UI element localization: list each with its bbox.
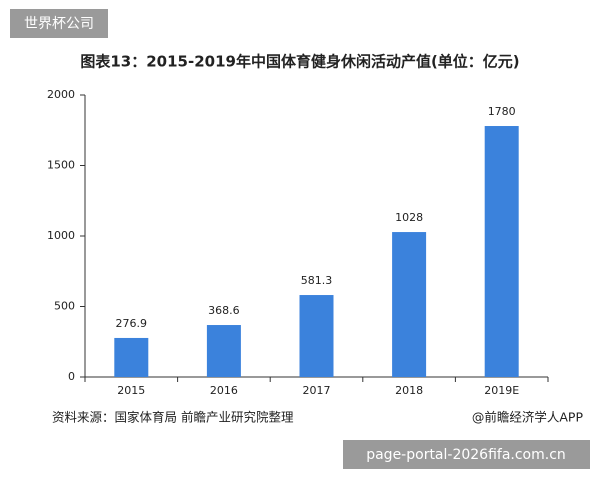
value-label: 1028 xyxy=(395,211,423,224)
url-background xyxy=(343,440,590,469)
x-tick-label: 2015 xyxy=(117,384,145,397)
value-label: 276.9 xyxy=(116,317,148,330)
bar xyxy=(206,325,241,377)
y-tick-label: 0 xyxy=(68,370,75,383)
y-tick-label: 1500 xyxy=(47,159,75,172)
value-label: 1780 xyxy=(488,105,516,118)
x-tick-label: 2016 xyxy=(210,384,238,397)
bar xyxy=(299,295,334,377)
credit: @前瞻经济学人APP xyxy=(472,410,584,425)
value-label: 581.3 xyxy=(301,274,333,287)
bar xyxy=(114,337,149,377)
badge-background xyxy=(10,9,108,38)
bar xyxy=(392,232,427,377)
x-tick-label: 2019E xyxy=(484,384,519,397)
bar xyxy=(484,126,519,378)
chart-title: 图表13：2015-2019年中国体育健身休闲活动产值(单位：亿元) xyxy=(80,53,519,71)
source-note: 资料来源：国家体育局 前瞻产业研究院整理 xyxy=(52,410,294,425)
y-tick-label: 1000 xyxy=(47,229,75,242)
x-tick-label: 2017 xyxy=(303,384,331,397)
y-tick-label: 500 xyxy=(54,300,75,313)
value-label: 368.6 xyxy=(208,304,240,317)
x-tick-label: 2018 xyxy=(395,384,423,397)
footer-url: page-portal-2026fifa.com.cn xyxy=(366,447,566,463)
y-tick-label: 2000 xyxy=(47,88,75,101)
header-badge: 世界杯公司 xyxy=(24,16,94,32)
